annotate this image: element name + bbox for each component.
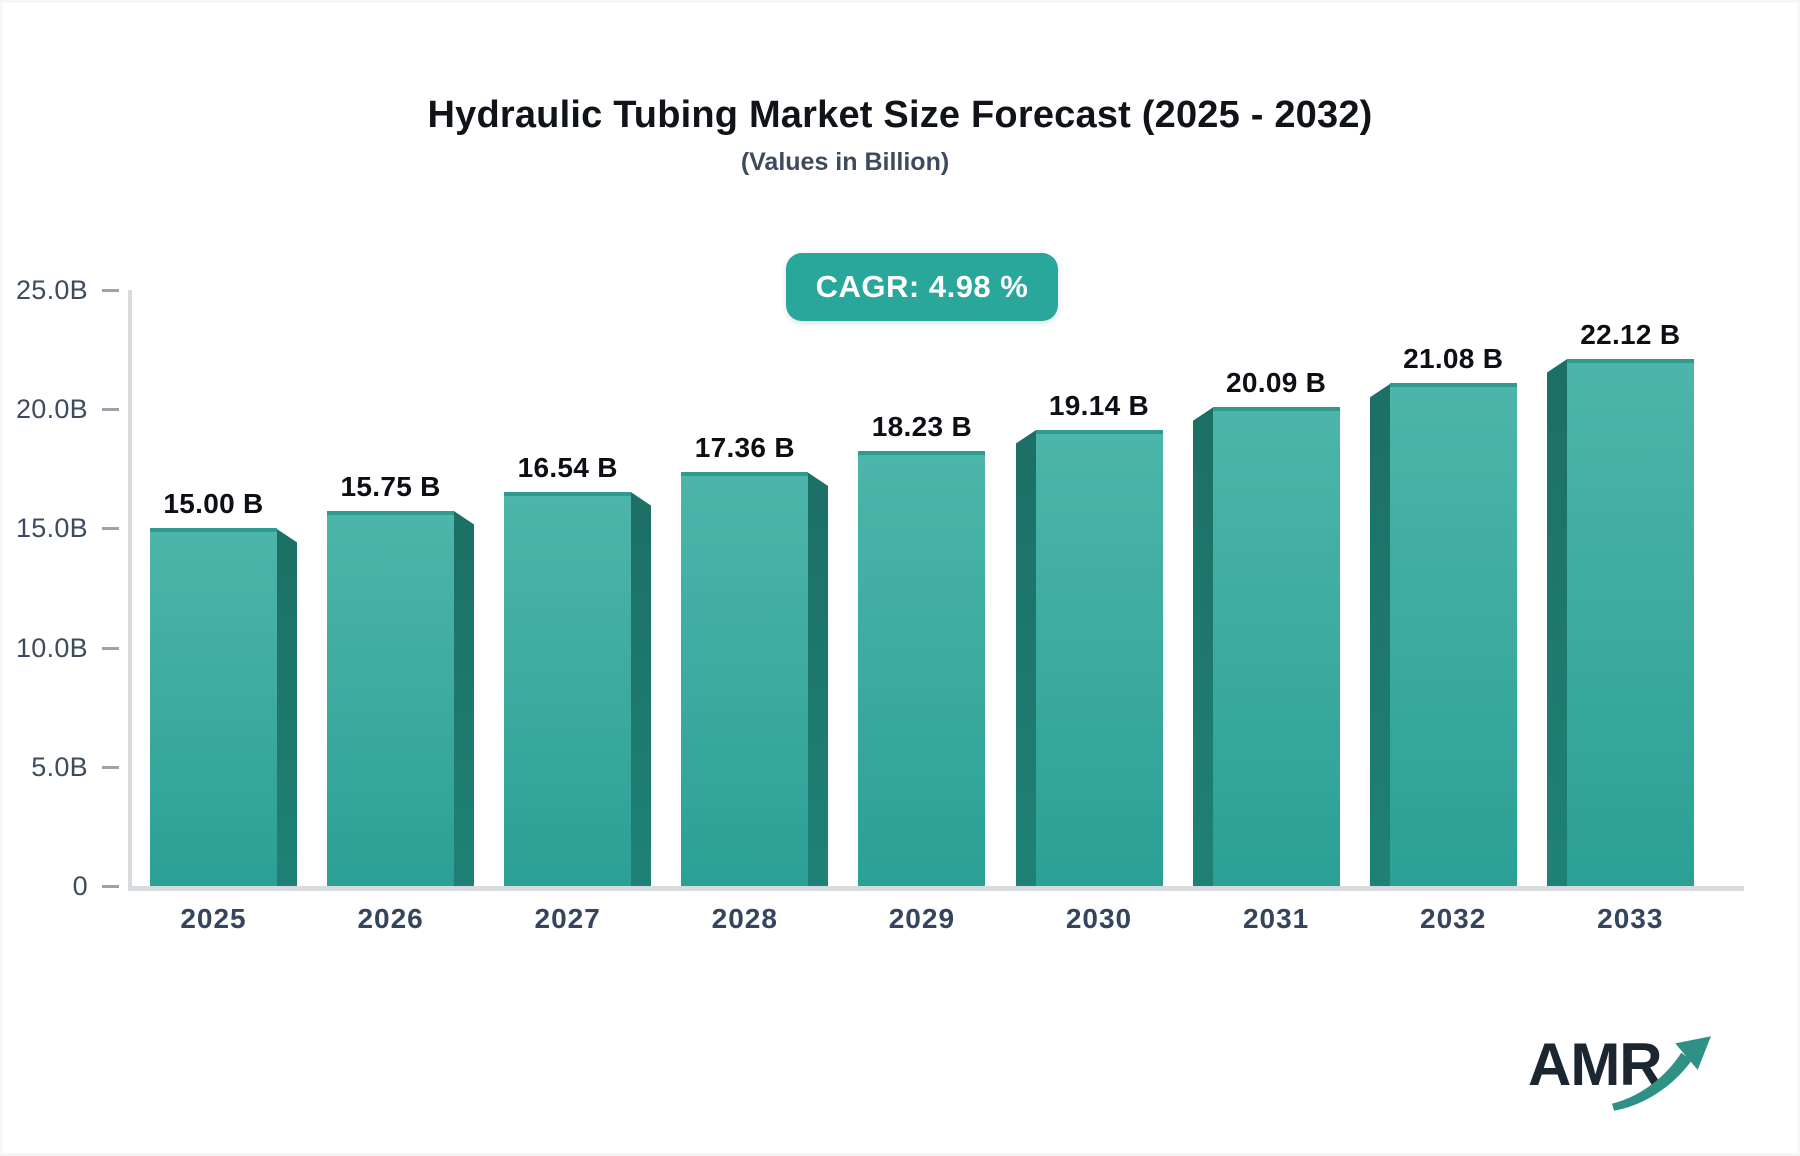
growth-arrow-icon (1612, 1036, 1711, 1111)
x-axis-label: 2032 (1420, 903, 1487, 934)
bar-2028 (681, 472, 809, 886)
bar-side-face (1015, 429, 1037, 886)
bar-side-face (453, 510, 475, 886)
bar-2027 (504, 491, 632, 886)
bar-side-face (1192, 407, 1214, 886)
bar-value-label: 15.00 B (163, 488, 264, 520)
bar-value-label: 20.09 B (1226, 367, 1327, 399)
bar-2032 (1389, 383, 1517, 886)
x-axis-label: 2033 (1597, 903, 1664, 934)
bar-value-label: 16.54 B (517, 451, 618, 483)
x-axis-label: 2030 (1065, 903, 1133, 934)
bar-side-face (1369, 383, 1391, 886)
x-axis-label: 2029 (888, 903, 956, 934)
bar-2029 (858, 451, 986, 886)
y-tick-dash (102, 765, 119, 769)
y-tick-dash (102, 646, 119, 650)
y-tick-dash (102, 408, 119, 412)
bar-value-label: 22.12 B (1580, 318, 1681, 350)
bar-value-label: 15.75 B (340, 470, 441, 502)
bar-2030 (1035, 429, 1163, 886)
bar-side-face (630, 491, 652, 886)
cagr-badge: CAGR: 4.98 % (786, 253, 1058, 321)
bar-2031 (1212, 407, 1340, 886)
y-tick-dash (102, 289, 119, 292)
x-axis-label: 2027 (534, 903, 601, 934)
cagr-badge-label: CAGR: 4.98 % (815, 269, 1029, 304)
y-tick-dash (102, 885, 119, 888)
y-tick-dash (102, 527, 119, 531)
bar-value-label: 21.08 B (1403, 343, 1504, 375)
chart-title: Hydraulic Tubing Market Size Forecast (2… (427, 94, 1373, 136)
x-axis-label: 2031 (1242, 903, 1310, 934)
bar-2025 (150, 528, 277, 886)
amr-logo: AMR (1528, 1030, 1718, 1125)
x-axis-line (128, 886, 1744, 891)
bar-value-label: 18.23 B (871, 411, 972, 443)
y-tick-label: 15.0B (15, 513, 88, 544)
amr-logo-text: AMR (1528, 1031, 1663, 1098)
bar-value-label: 19.14 B (1048, 389, 1150, 421)
x-axis-label: 2025 (180, 903, 247, 934)
y-axis-line (128, 290, 132, 888)
y-tick-label: 0 (72, 871, 88, 901)
bar-2033 (1566, 358, 1694, 886)
y-tick-label: 5.0B (31, 751, 88, 782)
bar-value-label: 17.36 B (694, 432, 795, 464)
chart-subtitle: (Values in Billion) (740, 148, 950, 176)
y-tick-label: 20.0B (15, 394, 88, 425)
x-axis-label: 2028 (711, 903, 778, 934)
bar-side-face (276, 528, 297, 886)
y-tick-label: 10.0B (15, 632, 88, 663)
x-axis-label: 2026 (357, 903, 424, 934)
bar-2026 (327, 510, 455, 886)
y-tick-label: 25.0B (15, 275, 88, 305)
bar-side-face (807, 472, 829, 886)
bar-side-face (1546, 358, 1568, 886)
